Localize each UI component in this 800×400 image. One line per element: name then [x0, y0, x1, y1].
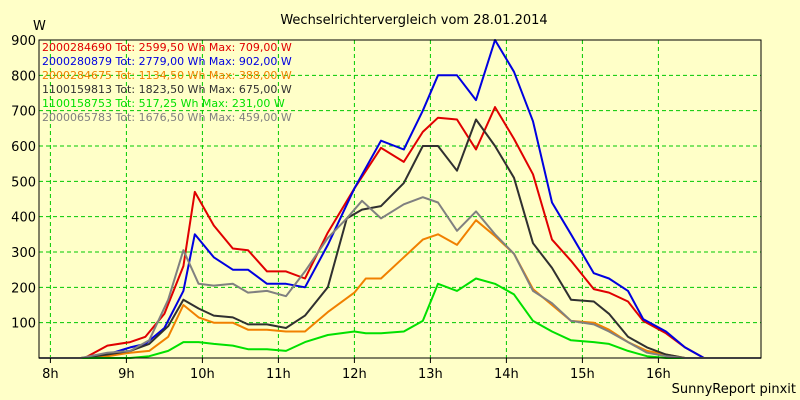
legend-entry-1100158753: 1100158753 Tot: 517,25 Wh Max: 231,00 W: [42, 97, 285, 110]
legend-entry-2000280879: 2000280879 Tot: 2779,00 Wh Max: 902,00 W: [42, 55, 292, 68]
y-tick-label: 300: [11, 246, 36, 261]
chart-title: Wechselrichtervergleich vom 28.01.2014: [280, 13, 547, 28]
legend: 2000284690 Tot: 2599,50 Wh Max: 709,00 W…: [42, 41, 292, 124]
x-tick-label: 11h: [266, 367, 291, 382]
y-tick-label: 400: [11, 211, 36, 226]
x-tick-label: 12h: [342, 367, 367, 382]
x-tick-label: 15h: [570, 367, 595, 382]
series-line-2000284690: [39, 106, 761, 359]
series-line-2000284675: [39, 219, 761, 359]
series-line-2000280879: [39, 39, 761, 359]
x-tick-label: 10h: [190, 367, 215, 382]
x-tick-label: 14h: [494, 367, 519, 382]
y-tick-label: 700: [11, 105, 36, 120]
legend-entry-2000284690: 2000284690 Tot: 2599,50 Wh Max: 709,00 W: [42, 41, 292, 54]
plot-area-border: [38, 39, 762, 359]
series-lines: [39, 39, 761, 359]
x-tick-label: 13h: [418, 367, 443, 382]
axes: 100 200 300 400 500 600 700 800 900 8h 9h 10h 11h 12h…: [11, 34, 762, 382]
legend-entry-1100159813: 1100159813 Tot: 1823,50 Wh Max: 675,00 W: [42, 83, 292, 96]
legend-entry-2000284675: 2000284675 Tot: 1134,50 Wh Max: 388,00 W: [42, 69, 292, 82]
x-tick-label: 16h: [646, 367, 671, 382]
footer-credit: SunnyReport pinxit: [672, 382, 796, 397]
x-tick-label: 9h: [118, 367, 135, 382]
y-tick-label: 900: [11, 34, 36, 49]
y-tick-label: 200: [11, 281, 36, 296]
series-line-1100159813: [39, 118, 761, 359]
y-tick-label: 100: [11, 317, 36, 332]
y-axis-unit-label: W: [33, 19, 46, 34]
legend-entry-2000065783: 2000065783 Tot: 1676,50 Wh Max: 459,00 W: [42, 111, 292, 124]
series-line-1100158753: [39, 277, 761, 359]
y-tick-label: 600: [11, 140, 36, 155]
y-tick-label: 800: [11, 69, 36, 84]
x-tick-label: 8h: [42, 367, 59, 382]
series-line-2000065783: [39, 196, 761, 359]
y-tick-label: 500: [11, 175, 36, 190]
